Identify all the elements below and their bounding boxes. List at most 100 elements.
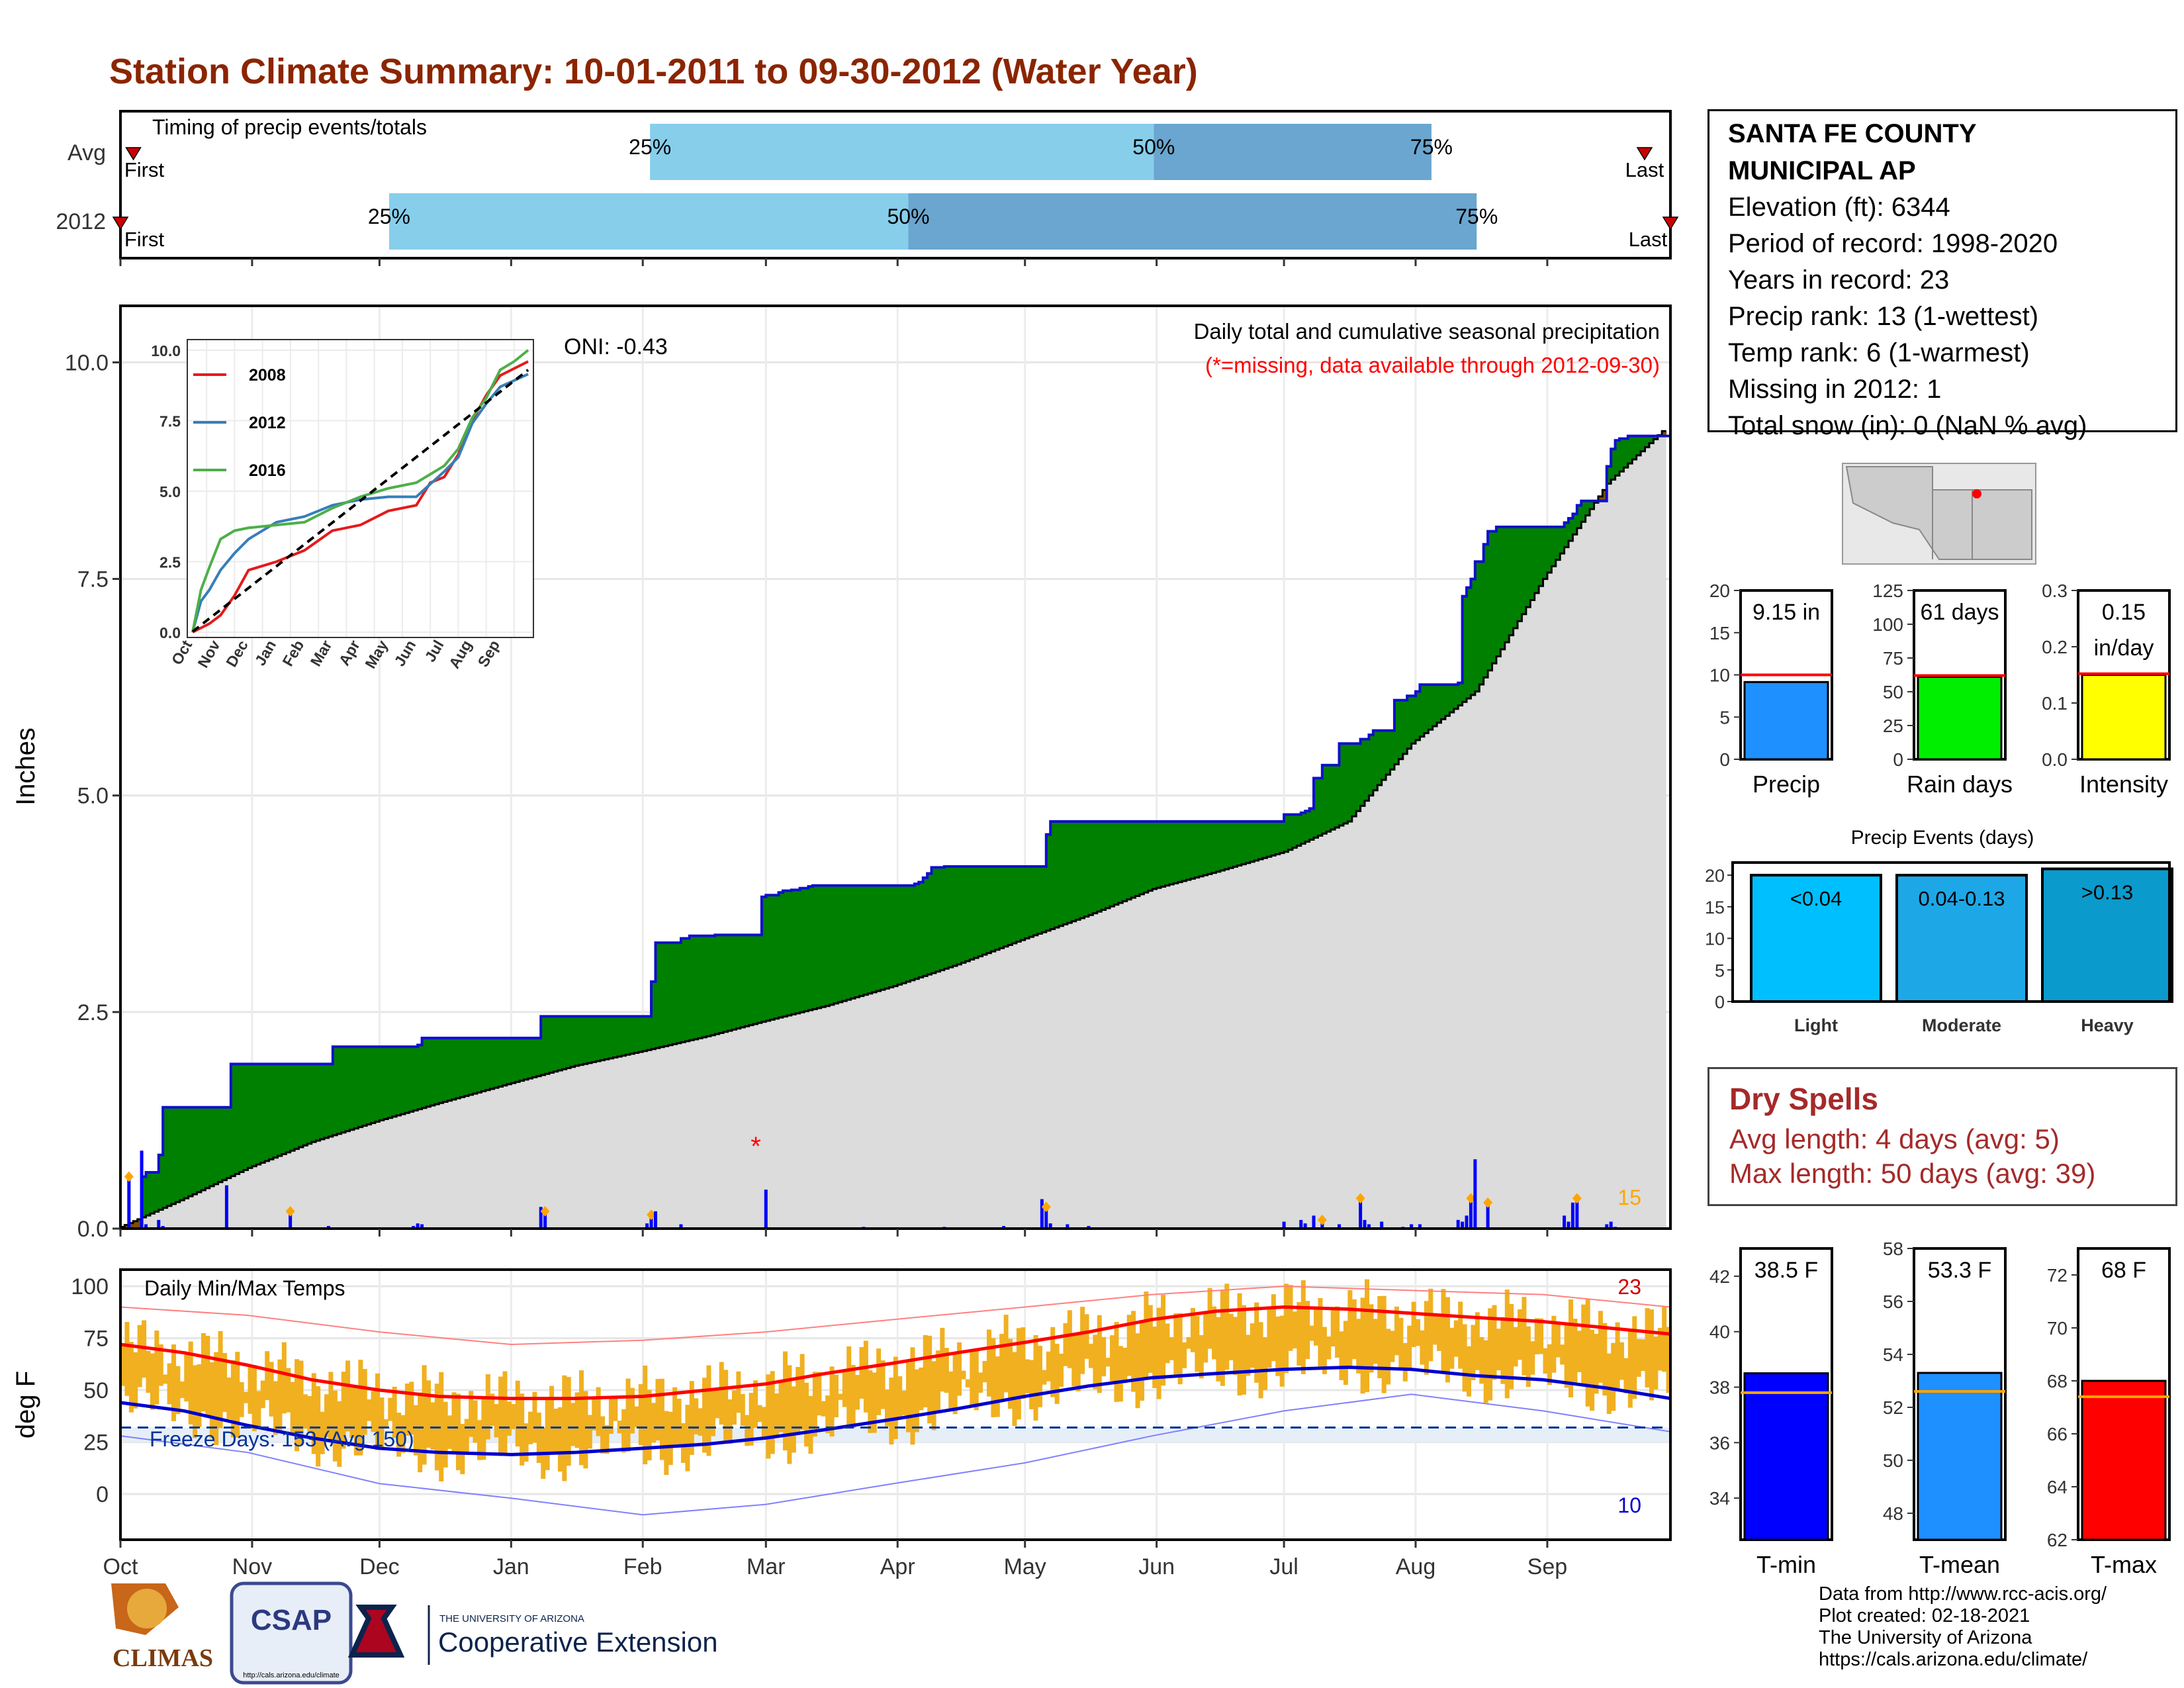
daily-temp-bar (426, 1380, 431, 1448)
precip-departure-bar (587, 1016, 592, 1063)
last-event-label: Last (1625, 158, 1664, 181)
daily-temp-bar (464, 1419, 469, 1455)
daily-temp-bar (1177, 1313, 1183, 1385)
daily-temp-bar (676, 1399, 682, 1445)
daily-temp-bar (995, 1356, 1000, 1417)
daily-temp-bar (1275, 1316, 1281, 1376)
daily-temp-bar (188, 1341, 193, 1425)
precip-departure-bar (1525, 527, 1531, 608)
daily-temp-bar (1169, 1337, 1174, 1360)
csap-logo: CSAP http://cals.arizona.edu/climate (230, 1581, 353, 1685)
precip-departure-bar (1500, 527, 1506, 649)
precip-departure-bar (706, 935, 711, 1037)
temp-mini-category-label: T-min (1756, 1551, 1816, 1578)
precip-departure-bar (578, 1016, 584, 1065)
daily-temp-bar (1453, 1320, 1459, 1357)
precip-departure-bar (443, 1038, 448, 1102)
daily-temp-bar (1449, 1327, 1455, 1369)
month-label: Jul (1269, 1554, 1298, 1579)
precip-departure-bar (1492, 531, 1497, 664)
event-category-label: Moderate (1922, 1015, 2001, 1035)
daily-precip-bar (1044, 1207, 1048, 1229)
precip-mini-bar (1743, 680, 1829, 761)
precip-departure-bar (1220, 821, 1225, 870)
daily-temp-bar (1318, 1297, 1323, 1367)
daily-temp-bar (745, 1415, 750, 1446)
daily-temp-bar (1237, 1293, 1242, 1396)
precip-departure-bar (944, 867, 949, 969)
daily-temp-bar (1632, 1316, 1637, 1399)
precip-departure-bar (1576, 505, 1582, 528)
last-event-label: Last (1629, 228, 1668, 251)
precip-departure-bar (230, 1064, 236, 1176)
precip-departure-bar (1224, 821, 1230, 870)
precip-departure-bar (379, 1047, 385, 1121)
precip-departure-bar (269, 1064, 274, 1160)
daily-temp-bar (273, 1381, 279, 1435)
precip-departure-bar (863, 885, 868, 995)
event-ytick-label: 0 (1715, 992, 1725, 1012)
events-title: Precip Events (days) (1851, 827, 2034, 849)
daily-temp-bar (1008, 1338, 1013, 1409)
daily-temp-bar (587, 1415, 592, 1449)
precip-departure-bar (893, 885, 898, 986)
event-ytick-label: 5 (1715, 961, 1725, 980)
daily-temp-bar (596, 1387, 601, 1436)
daily-temp-bar (201, 1333, 206, 1412)
temp-frame (119, 1268, 1672, 1541)
daily-temp-bar (1101, 1336, 1107, 1377)
daily-temp-bar (477, 1420, 482, 1460)
precip-departure-bar (1190, 821, 1195, 879)
precip-departure-bar (1572, 514, 1578, 535)
record-min-count: 10 (1617, 1493, 1641, 1517)
month-label: Aug (1396, 1554, 1436, 1579)
daily-temp-bar (494, 1403, 499, 1438)
precip-mini-ytick-label: 100 (1872, 614, 1903, 635)
daily-temp-bar (1590, 1329, 1595, 1411)
daily-temp-bar (451, 1392, 457, 1452)
precip-departure-bar (1212, 821, 1217, 873)
precip-departure-bar (345, 1047, 351, 1131)
precip-departure-bar (209, 1107, 214, 1186)
daily-temp-bar (974, 1348, 979, 1411)
record-max-line (120, 1286, 1671, 1345)
precip-departure-bar (668, 943, 673, 1045)
precip-departure-bar (1424, 684, 1429, 733)
timing-q75-label: 75% (1455, 205, 1498, 228)
precip-departure-bar (520, 1038, 525, 1081)
temp-mini-ytick-label: 38 (1709, 1378, 1730, 1398)
precip-departure-bar (1322, 765, 1327, 834)
precip-departure-bar (383, 1047, 388, 1119)
figure-title: Station Climate Summary: 10-01-2011 to 0… (109, 52, 1198, 91)
daily-precip-bar (645, 1223, 649, 1229)
daily-temp-bar (1212, 1306, 1217, 1360)
precip-departure-bar (320, 1064, 325, 1140)
precip-departure-bar (1029, 867, 1034, 937)
daily-temp-bar (629, 1387, 635, 1434)
daily-temp-bar (638, 1383, 643, 1446)
location-map (1842, 463, 2036, 565)
daily-temp-bar (774, 1393, 780, 1436)
daily-temp-bar (1135, 1333, 1140, 1409)
daily-precip-bar (1563, 1215, 1567, 1229)
daily-precip-bar (1338, 1224, 1342, 1229)
main-subtitle: Daily total and cumulative seasonal prec… (1194, 319, 1660, 344)
daily-temp-bar (583, 1391, 588, 1469)
daily-precip-bar (764, 1190, 768, 1229)
daily-temp-bar (290, 1382, 295, 1434)
precip-mini-value-label: 9.15 in (1752, 600, 1820, 625)
precip-departure-bar (1093, 821, 1098, 914)
precip-departure-bar (1509, 527, 1514, 635)
daily-temp-bar (1611, 1342, 1616, 1411)
daily-temp-bar (914, 1369, 919, 1432)
daily-temp-bar (927, 1335, 933, 1424)
precip-departure-bar (1330, 765, 1336, 830)
daily-temp-bar (515, 1380, 520, 1447)
precip-departure-bar (1156, 821, 1161, 888)
daily-temp-bar (1602, 1323, 1608, 1396)
precip-departure-bar (222, 1107, 228, 1180)
precip-departure-bar (1369, 735, 1374, 796)
precip-departure-bar (1411, 696, 1416, 744)
event-ytick-label: 10 (1705, 929, 1725, 949)
daily-temp-bar (1641, 1339, 1646, 1372)
